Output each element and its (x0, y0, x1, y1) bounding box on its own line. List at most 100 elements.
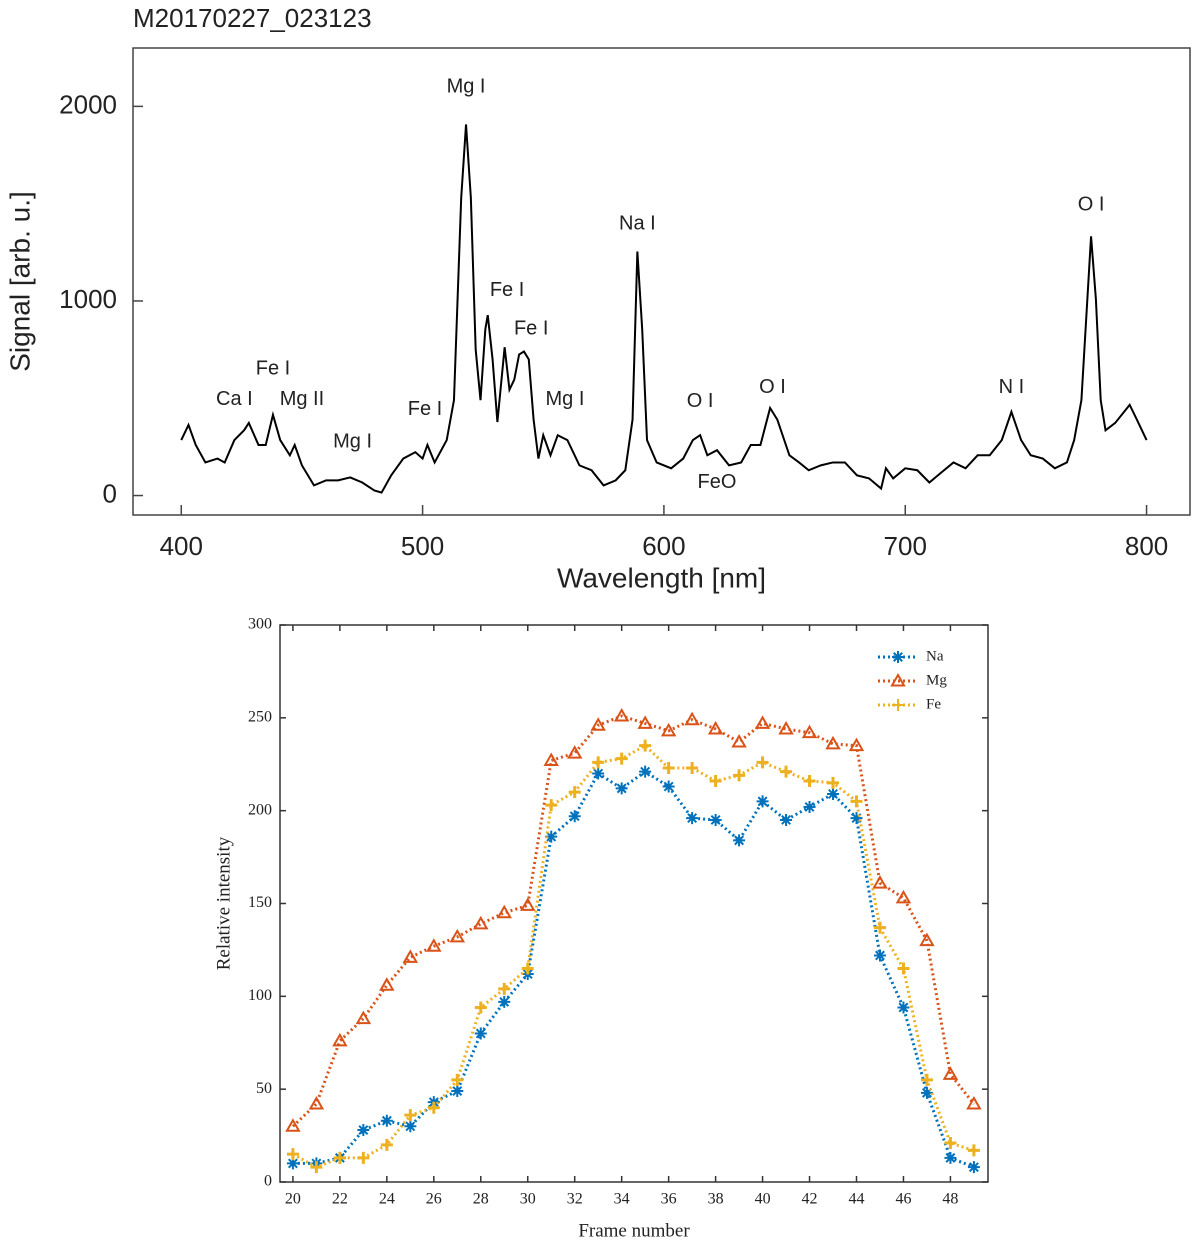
legend-label: Fe (926, 696, 941, 712)
data-marker (332, 1032, 348, 1047)
y-tick-label: 250 (248, 709, 272, 726)
data-marker (615, 782, 628, 795)
data-marker (754, 715, 771, 729)
data-marker (285, 1118, 301, 1132)
annotation: O I (687, 390, 714, 412)
data-marker (919, 932, 935, 947)
chart-title: M20170227_023123 (133, 3, 372, 33)
data-marker (402, 949, 419, 963)
annotation: Ca I (216, 388, 253, 410)
data-marker (895, 889, 912, 904)
annotation: FeO (698, 471, 737, 493)
annotation: Mg I (447, 76, 486, 98)
y-axis-label: Signal [arb. u.] (4, 191, 35, 372)
data-marker (686, 761, 699, 774)
data-line (292, 769, 975, 1169)
plot-frame (132, 47, 1191, 516)
data-marker (355, 1010, 372, 1025)
data-marker (942, 1066, 959, 1080)
annotation: Na I (619, 213, 656, 235)
data-marker (709, 774, 722, 787)
y-tick-label: 1000 (59, 284, 117, 314)
data-marker (920, 1073, 933, 1086)
data-marker (592, 756, 605, 769)
data-marker (521, 962, 534, 975)
data-marker (803, 774, 816, 787)
data-marker (639, 739, 652, 752)
data-marker (660, 722, 677, 737)
y-axis-label: Relative intensity (213, 836, 234, 970)
x-tick-label: 40 (755, 1191, 771, 1208)
y-tick-label: 100 (248, 987, 272, 1004)
data-marker (848, 737, 865, 752)
data-marker (615, 752, 628, 765)
data-marker (872, 875, 888, 889)
data-marker (590, 717, 606, 731)
data-marker (473, 915, 489, 930)
annotation: O I (759, 376, 786, 398)
data-marker (380, 1138, 393, 1151)
data-marker (709, 813, 722, 826)
x-tick-label: 36 (661, 1191, 677, 1208)
data-marker (474, 1027, 487, 1040)
data-marker (568, 810, 581, 823)
data-marker (639, 765, 652, 778)
data-marker (944, 1151, 957, 1164)
data-marker (733, 769, 746, 782)
data-marker (780, 813, 793, 826)
x-tick-label: 46 (895, 1191, 911, 1208)
x-tick-label: 22 (332, 1191, 348, 1208)
data-line (292, 743, 975, 1169)
data-marker (778, 720, 794, 735)
x-tick-label: 400 (160, 531, 203, 561)
annotation: Mg I (546, 388, 585, 410)
data-marker (427, 1101, 440, 1114)
data-marker (944, 1137, 957, 1150)
data-marker (357, 1151, 370, 1164)
data-marker (731, 733, 747, 748)
intensity-chart: 20 22 24 26 28 30 32 34 36 38 40 42 44 46 48 0 50 100 150 2… (213, 616, 989, 1241)
data-marker (379, 977, 395, 991)
x-tick-label: 44 (848, 1191, 864, 1208)
data-line (291, 714, 976, 1128)
data-marker (613, 707, 630, 722)
data-marker (897, 1001, 910, 1014)
data-marker (756, 795, 769, 808)
data-marker (967, 1144, 980, 1157)
y-tick-label: 2000 (59, 89, 117, 119)
data-marker (545, 830, 558, 843)
y-tick-label: 200 (248, 801, 272, 818)
data-marker (498, 995, 511, 1008)
data-marker (803, 800, 816, 813)
data-marker (662, 761, 675, 774)
data-marker (568, 786, 581, 799)
x-tick-label: 48 (942, 1191, 958, 1208)
data-marker (780, 765, 793, 778)
data-marker (333, 1151, 346, 1164)
data-marker (897, 962, 910, 975)
annotation: Fe I (514, 317, 548, 339)
x-tick-label: 800 (1125, 531, 1168, 561)
plot-frame (279, 624, 989, 1183)
data-marker (357, 1124, 370, 1137)
y-tick-label: 0 (264, 1173, 272, 1190)
legend-label: Mg (926, 672, 947, 688)
x-tick-label: 20 (285, 1191, 301, 1208)
annotation: N I (999, 376, 1025, 398)
y-tick-label: 50 (256, 1080, 272, 1097)
x-tick-label: 30 (520, 1191, 536, 1208)
x-tick-label: 32 (567, 1191, 583, 1208)
y-tick-label: 300 (248, 616, 272, 633)
x-tick-label: 34 (614, 1191, 630, 1208)
data-marker (733, 834, 746, 847)
data-marker (543, 752, 559, 767)
legend-marker (892, 651, 904, 663)
data-marker (286, 1157, 299, 1170)
x-axis-label: Wavelength [nm] (557, 562, 766, 593)
annotation: Fe I (490, 279, 524, 301)
data-marker (756, 756, 769, 769)
x-tick-label: 42 (802, 1191, 818, 1208)
data-marker (474, 1001, 487, 1014)
x-tick-label: 600 (642, 531, 685, 561)
